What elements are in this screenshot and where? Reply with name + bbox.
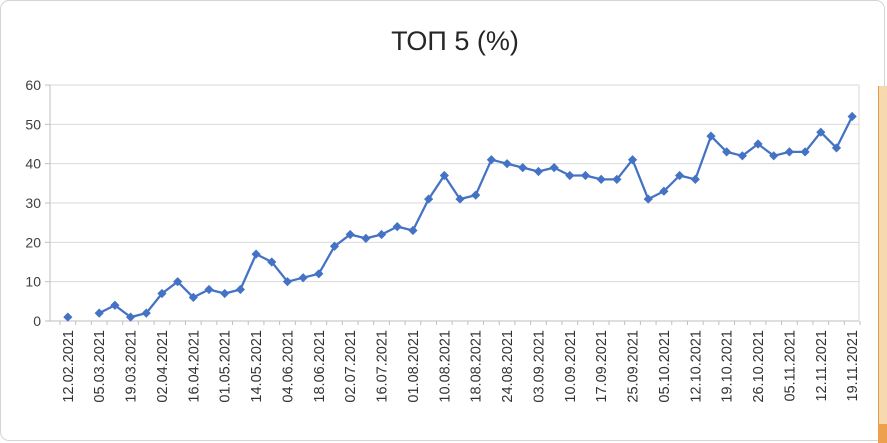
data-point-marker	[800, 147, 810, 157]
x-axis-tick-label: 12.11.2021	[814, 330, 830, 402]
data-point-marker	[627, 155, 638, 165]
data-point-marker	[502, 159, 512, 169]
x-axis-tick-label: 10.08.2021	[437, 330, 453, 403]
y-axis-tick-label: 60	[25, 77, 41, 93]
x-axis-tick-label: 05.10.2021	[657, 330, 673, 403]
chart-title: ТОП 5 (%)	[391, 26, 519, 56]
data-point-marker	[565, 170, 575, 181]
data-point-marker	[157, 288, 167, 299]
x-axis-tick-label: 17.09.2021	[594, 330, 610, 403]
data-point-marker	[706, 131, 716, 141]
x-axis-tick-label: 03.09.2021	[531, 330, 547, 403]
data-point-marker	[220, 288, 230, 299]
series-top5	[63, 111, 857, 322]
y-axis-tick-label: 10	[25, 274, 41, 290]
gridlines	[50, 84, 859, 283]
data-point-marker	[408, 225, 418, 236]
y-axis-tick-label: 20	[25, 234, 41, 250]
data-point-marker	[141, 308, 151, 318]
data-point-marker	[392, 222, 402, 232]
adjacent-object-corner	[878, 424, 887, 443]
data-point-marker	[455, 194, 465, 204]
data-point-marker	[847, 111, 857, 122]
x-axis-tick-label: 24.08.2021	[500, 330, 516, 403]
data-point-marker	[361, 233, 371, 243]
data-point-marker	[675, 170, 685, 181]
x-axis-tick-label: 05.11.2021	[782, 330, 798, 402]
data-point-marker	[784, 147, 795, 157]
data-point-marker	[643, 194, 653, 204]
data-point-marker	[424, 194, 434, 204]
data-point-marker	[816, 127, 826, 137]
data-point-marker	[251, 249, 261, 259]
data-point-marker	[486, 155, 496, 165]
data-point-marker	[753, 139, 763, 149]
data-point-marker	[722, 147, 732, 157]
x-axis-labels: 12.02.2021 05.03.2021 19.03.2021 02.04.2021…	[61, 330, 861, 403]
data-point-marker	[329, 241, 340, 251]
data-point-marker	[533, 166, 544, 177]
data-point-marker	[471, 190, 481, 200]
x-axis-tick-label: 16.07.2021	[375, 330, 391, 403]
data-point-marker	[94, 308, 104, 318]
x-axis-tick-label: 12.02.2021	[61, 330, 77, 403]
data-point-marker	[769, 151, 779, 161]
x-axis-tick-label: 02.04.2021	[155, 330, 171, 403]
x-axis-tick-label: 12.10.2021	[688, 330, 704, 403]
data-point-marker	[580, 170, 591, 181]
x-axis-tick-label: 18.06.2021	[312, 330, 328, 403]
y-axis-labels: 0 10 20 30 40 50 60	[25, 77, 41, 329]
data-point-marker	[831, 143, 842, 153]
series-line	[98, 115, 854, 319]
data-point-marker	[63, 312, 73, 322]
x-axis-tick-label: 18.08.2021	[469, 330, 485, 403]
data-point-marker	[612, 174, 622, 184]
x-axis-tick-label: 16.04.2021	[186, 330, 202, 403]
data-point-marker	[298, 273, 308, 283]
data-point-marker	[439, 170, 449, 181]
y-axis-tick-label: 0	[33, 313, 41, 329]
data-point-marker	[549, 163, 559, 173]
data-point-marker	[173, 277, 183, 287]
x-axis-tick-label: 19.03.2021	[124, 330, 140, 403]
x-axis-ticks	[59, 321, 861, 325]
y-axis-tick-label: 30	[25, 195, 41, 211]
data-point-marker	[737, 151, 747, 161]
data-point-marker	[188, 292, 198, 302]
axes	[45, 84, 860, 322]
data-point-marker	[518, 163, 528, 173]
x-axis-tick-label: 10.09.2021	[563, 330, 579, 403]
data-point-marker	[235, 284, 245, 295]
x-axis-tick-label: 19.10.2021	[720, 330, 736, 403]
data-point-marker	[314, 269, 324, 279]
x-axis-tick-label: 01.05.2021	[218, 330, 234, 403]
x-axis-tick-label: 26.10.2021	[751, 330, 767, 403]
x-axis-tick-label: 04.06.2021	[280, 330, 296, 403]
data-point-marker	[125, 312, 136, 322]
data-point-marker	[345, 229, 355, 240]
data-point-marker	[282, 277, 293, 287]
x-axis-tick-label: 25.09.2021	[626, 330, 642, 403]
x-axis-tick-label: 01.08.2021	[406, 330, 422, 403]
x-axis-tick-label: 02.07.2021	[343, 330, 359, 403]
data-point-marker	[659, 186, 669, 196]
data-point-marker	[110, 300, 120, 310]
y-axis-tick-label: 50	[25, 116, 41, 132]
x-axis-tick-label: 19.11.2021	[845, 330, 861, 402]
data-point-marker	[204, 284, 214, 295]
x-axis-tick-label: 14.05.2021	[249, 330, 265, 403]
data-point-marker	[596, 174, 606, 184]
adjacent-object-edge	[878, 86, 887, 443]
x-axis-tick-label: 05.03.2021	[92, 330, 108, 403]
y-axis-tick-label: 40	[25, 156, 41, 172]
data-point-marker	[376, 229, 387, 240]
data-point-marker	[690, 174, 700, 184]
data-point-marker	[267, 257, 277, 267]
